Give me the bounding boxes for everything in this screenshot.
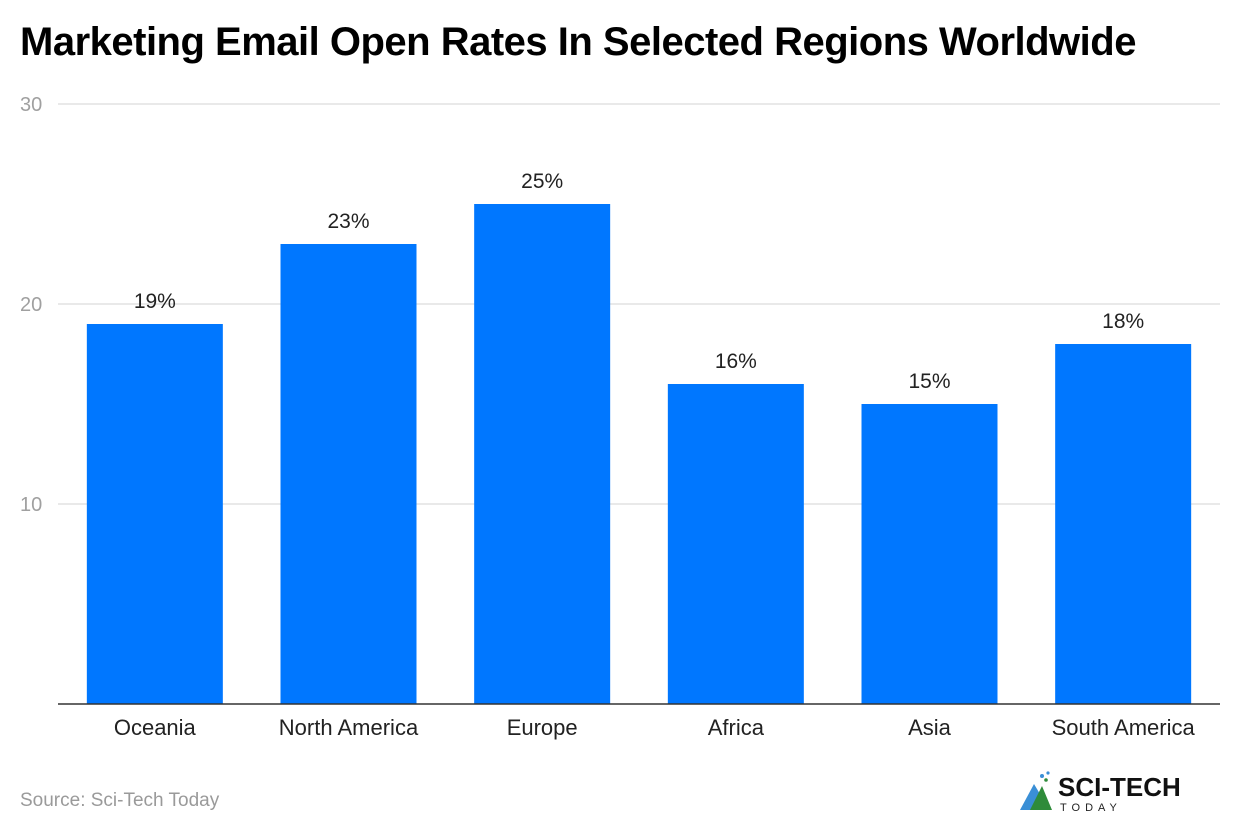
svg-text:TODAY: TODAY	[1060, 802, 1122, 814]
y-tick-label: 10	[20, 494, 42, 516]
chart-title: Marketing Email Open Rates In Selected R…	[20, 20, 1136, 64]
bar	[861, 404, 998, 704]
x-tick-label: Europe	[507, 715, 578, 740]
x-tick-label: South America	[1052, 715, 1196, 740]
data-label: 16%	[715, 350, 757, 373]
x-tick-label: Oceania	[114, 715, 197, 740]
bar	[667, 384, 804, 704]
data-label: 18%	[1102, 310, 1144, 333]
source-note: Source: Sci-Tech Today	[20, 790, 220, 811]
x-tick-label: Africa	[708, 715, 765, 740]
bar	[1055, 344, 1192, 704]
y-tick-label: 30	[20, 94, 42, 116]
bar	[280, 244, 417, 704]
svg-text:SCI-TECH: SCI-TECH	[1058, 772, 1181, 802]
y-tick-label: 20	[20, 294, 42, 316]
x-tick-label: Asia	[908, 715, 952, 740]
data-label: 23%	[327, 210, 369, 233]
data-label: 25%	[521, 170, 563, 193]
data-label: 19%	[134, 290, 176, 313]
data-label: 15%	[908, 370, 950, 393]
sci-tech-today-logo: SCI-TECH TODAY	[1020, 771, 1181, 814]
bar-chart: 10 20 30 19% Oceania 23% North America 25% Europ…	[20, 94, 1220, 740]
x-tick-label: North America	[279, 715, 419, 740]
bar	[474, 204, 611, 704]
bar	[86, 324, 223, 704]
